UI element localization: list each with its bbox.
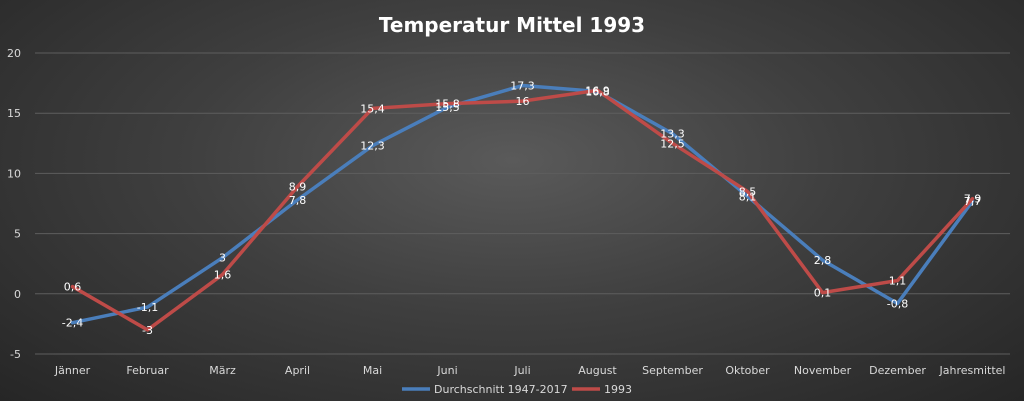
- x-tick-label: Juni: [436, 364, 457, 377]
- legend: Durchschnitt 1947-2017 1993: [402, 383, 632, 396]
- x-axis: Jänner Februar März April Mai Juni Juli August S…: [54, 364, 1006, 377]
- data-label: 12,5: [660, 137, 685, 150]
- chart-title: Temperatur Mittel 1993: [379, 13, 645, 37]
- legend-label: Durchschnitt 1947-2017: [434, 383, 568, 396]
- x-tick-label: Mai: [363, 364, 382, 377]
- y-axis: -5 0 5 10 15 20: [7, 47, 21, 361]
- x-tick-label: April: [285, 364, 310, 377]
- x-tick-label: Oktober: [725, 364, 770, 377]
- data-labels: -2,4 -1,1 3 7,8 12,3 15,5 17,3 16,8 13,3 8,1 2,8 -0…: [62, 80, 981, 337]
- data-label: 1,1: [889, 275, 907, 288]
- data-label: 7,7: [964, 195, 982, 208]
- x-tick-label: Jänner: [54, 364, 91, 377]
- data-label: 7,8: [289, 194, 307, 207]
- y-tick-label: 10: [7, 167, 21, 180]
- data-label: 13,3: [660, 128, 685, 141]
- series-line-2: [70, 88, 975, 332]
- x-tick-label: August: [578, 364, 617, 377]
- x-tick-label: November: [794, 364, 852, 377]
- y-tick-label: -5: [10, 348, 21, 361]
- data-label: 16,9: [585, 84, 610, 97]
- legend-label: 1993: [604, 383, 632, 396]
- data-label: 7,9: [964, 193, 982, 206]
- data-label: 8,5: [739, 185, 757, 198]
- x-tick-label: Dezember: [869, 364, 926, 377]
- data-label: 15,4: [360, 102, 385, 115]
- data-label: 2,8: [814, 254, 832, 267]
- x-tick-label: Februar: [126, 364, 169, 377]
- y-tick-label: 20: [7, 47, 21, 60]
- data-label: -3: [142, 324, 153, 337]
- data-label: 0,6: [64, 281, 82, 294]
- data-label: -0,8: [887, 297, 908, 310]
- data-label: 1,6: [214, 269, 232, 282]
- data-label: 8,9: [289, 181, 307, 194]
- y-tick-label: 0: [14, 288, 21, 301]
- y-tick-label: 15: [7, 107, 21, 120]
- x-tick-label: März: [209, 364, 236, 377]
- data-label: 15,5: [435, 101, 460, 114]
- y-tick-label: 5: [14, 228, 21, 241]
- series-line-1: [70, 83, 975, 325]
- x-tick-label: Jahresmittel: [939, 364, 1006, 377]
- data-label: 16,8: [585, 86, 610, 99]
- data-label: -2,4: [62, 317, 83, 330]
- x-tick-label: Juli: [513, 364, 530, 377]
- series-lines: [70, 83, 975, 332]
- data-label: 15,8: [435, 98, 460, 111]
- x-tick-label: September: [642, 364, 703, 377]
- data-label: 3: [219, 252, 226, 265]
- data-label: 17,3: [510, 80, 535, 93]
- data-label: 16: [516, 95, 530, 108]
- data-label: 0,1: [814, 287, 832, 300]
- data-label: 8,1: [739, 190, 757, 203]
- data-label: 12,3: [360, 140, 385, 153]
- data-label: -1,1: [137, 301, 158, 314]
